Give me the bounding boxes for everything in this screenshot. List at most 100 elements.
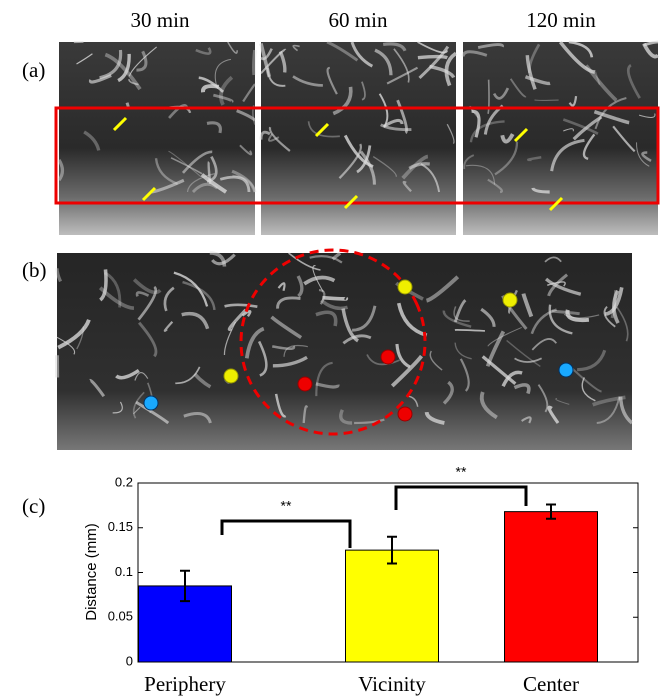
- vessel: [459, 358, 470, 392]
- vessel: [193, 372, 212, 389]
- vessel: [239, 144, 253, 156]
- vessel: [342, 334, 372, 345]
- vessel: [487, 79, 490, 114]
- vessel: [380, 123, 412, 132]
- vessel: [132, 391, 145, 419]
- micrographs: [55, 40, 660, 450]
- vessel: [569, 365, 602, 393]
- vessel: [315, 361, 333, 397]
- vessel: [492, 87, 510, 100]
- vessel: [402, 180, 412, 193]
- vessel: [76, 326, 85, 350]
- image-b: [57, 253, 632, 450]
- marker: [558, 362, 574, 378]
- marker: [380, 349, 396, 365]
- vessel: [320, 298, 349, 311]
- vessel: [283, 344, 308, 357]
- vessel: [418, 45, 450, 80]
- vessel: [227, 308, 247, 331]
- vessel: [481, 355, 517, 386]
- vessel: [133, 406, 141, 415]
- vessel: [592, 395, 626, 407]
- vessel: [582, 133, 596, 160]
- roi-box: [54, 106, 660, 205]
- vessel: [350, 41, 374, 68]
- vessel: [302, 405, 309, 424]
- marker: [297, 376, 313, 392]
- vessel: [442, 310, 472, 328]
- vessel: [268, 126, 291, 152]
- vessel: [163, 321, 174, 332]
- vessel: [227, 41, 238, 54]
- vessel: [170, 157, 203, 175]
- vessel: [315, 382, 340, 389]
- vessel: [137, 285, 158, 321]
- vicinity-ellipse: [239, 248, 427, 436]
- vessel: [154, 158, 179, 185]
- marker: [223, 368, 239, 384]
- time-label: 30 min: [131, 8, 190, 32]
- vessel: [296, 275, 304, 298]
- vessel: [338, 143, 363, 180]
- vessel: [186, 173, 215, 193]
- vessel: [361, 81, 366, 101]
- vessel: [593, 110, 630, 125]
- vessel: [568, 40, 594, 58]
- vessel: [577, 349, 607, 372]
- vessel: [351, 305, 377, 332]
- vessel: [544, 256, 562, 263]
- vessel: [117, 53, 131, 83]
- vessel: [487, 326, 522, 347]
- vessel: [88, 73, 112, 84]
- vessel: [378, 93, 389, 128]
- significance-bracket: [220, 519, 352, 548]
- vessel: [596, 396, 621, 424]
- vessel: [136, 50, 148, 72]
- vessel: [183, 412, 212, 424]
- vessel: [551, 309, 580, 316]
- vessel: [270, 315, 303, 340]
- vessel: [181, 150, 213, 174]
- vessel: [524, 75, 551, 86]
- vessel: [83, 130, 101, 151]
- error-bar: [546, 503, 556, 520]
- time-label: 60 min: [329, 8, 388, 32]
- vessel: [231, 169, 257, 193]
- vessel: [521, 416, 532, 424]
- vessel: [326, 66, 338, 95]
- vessel: [56, 336, 76, 355]
- vessel: [259, 130, 271, 140]
- vessel: [513, 383, 531, 395]
- vessel: [236, 109, 256, 122]
- vessel: [241, 309, 252, 317]
- vessel: [572, 115, 603, 141]
- vessel: [514, 357, 543, 363]
- x-tick-label: Center: [523, 672, 579, 696]
- error-bar: [180, 569, 190, 603]
- vessel: [195, 47, 212, 55]
- vessel: [128, 46, 157, 77]
- vessel: [138, 321, 158, 358]
- vessel: [463, 154, 475, 170]
- vessel: [550, 138, 585, 172]
- vessel: [485, 330, 506, 367]
- vessel: [547, 273, 569, 297]
- vessel: [444, 51, 458, 87]
- vessel: [565, 309, 590, 323]
- vessel: [417, 54, 448, 60]
- vessel: [200, 173, 228, 194]
- vessel: [288, 252, 321, 271]
- marker: [502, 292, 518, 308]
- y-tick-label: 0.1: [115, 564, 133, 579]
- vessel: [125, 102, 130, 108]
- vessel: [219, 175, 251, 193]
- bar: [504, 511, 598, 663]
- error-bar: [387, 535, 397, 565]
- vessel: [465, 164, 496, 185]
- vessel: [128, 79, 139, 86]
- vessel: [339, 409, 353, 425]
- vessel: [506, 339, 541, 368]
- vessel: [206, 121, 222, 134]
- vessel: [616, 306, 629, 342]
- y-tick-label: 0: [126, 653, 133, 668]
